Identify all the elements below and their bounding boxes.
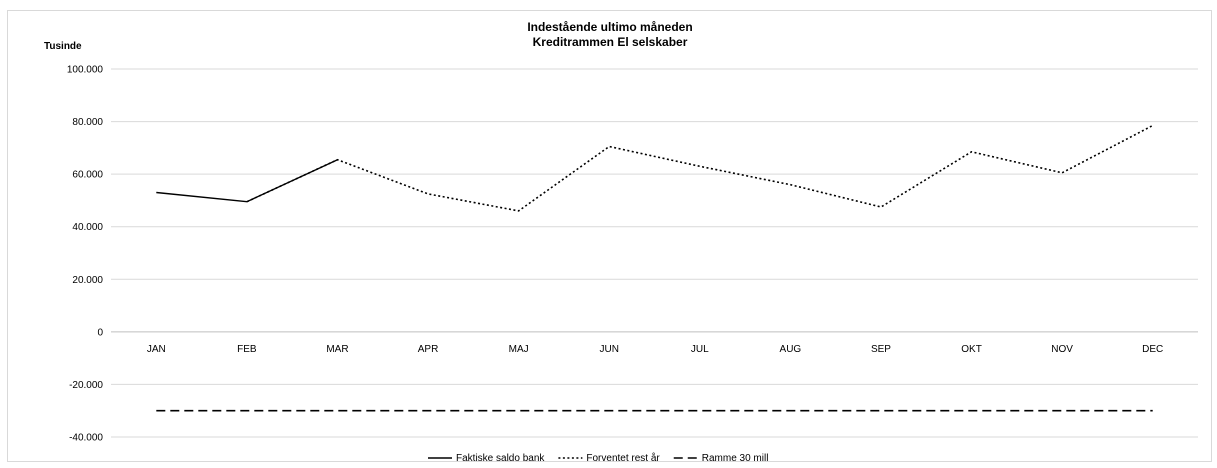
grid-layer <box>111 68 1198 438</box>
y-tick-label: 100.000 <box>67 65 104 76</box>
y-tick-label: 60.000 <box>72 170 103 181</box>
x-tick-label: AUG <box>780 344 802 355</box>
x-tick-label: NOV <box>1051 344 1073 355</box>
legend: Faktiske saldo bank Forventet rest år Ramm… <box>428 452 768 463</box>
x-tick-label: JUN <box>599 344 618 355</box>
legend-label: Forventet rest år <box>586 452 660 463</box>
y-tick-label: 20.000 <box>72 275 103 286</box>
series-line-solid <box>156 159 338 203</box>
x-tick-label: JUL <box>691 344 709 355</box>
chart-title: Indestående ultimo måneden <box>527 20 692 34</box>
series-line-dotted <box>246 124 1154 212</box>
y-tick-label: 0 <box>97 327 103 338</box>
y-tick-labels: 100.000 80.000 60.000 40.000 20.000 0 -20.000 -… <box>67 65 104 444</box>
x-tick-label: MAR <box>326 344 348 355</box>
chart-subtitle: Kreditrammen El selskaber <box>533 35 688 49</box>
legend-label: Faktiske saldo bank <box>456 453 545 463</box>
x-tick-label: JAN <box>147 344 166 355</box>
y-tick-label: -40.000 <box>69 433 103 444</box>
x-tick-label: OKT <box>961 344 982 355</box>
y-tick-label: -20.000 <box>69 380 103 391</box>
x-tick-labels: JAN FEB MAR APR MAJ JUN JUL AUG SEP OKT NOV DEC <box>147 344 1163 355</box>
x-tick-label: FEB <box>237 344 257 355</box>
y-axis-unit-label: Tusinde <box>44 41 82 52</box>
y-tick-label: 40.000 <box>72 222 103 233</box>
x-tick-label: DEC <box>1142 344 1163 355</box>
x-tick-label: APR <box>418 344 439 355</box>
legend-label: Ramme 30 mill <box>702 453 769 463</box>
x-tick-label: SEP <box>871 344 891 355</box>
series-layer <box>156 124 1154 412</box>
y-tick-label: 80.000 <box>72 117 103 128</box>
x-tick-label: MAJ <box>509 344 529 355</box>
line-chart: Indestående ultimo måneden Kreditrammen … <box>44 20 1198 463</box>
chart-frame: Indestående ultimo måneden Kreditrammen … <box>7 10 1212 463</box>
